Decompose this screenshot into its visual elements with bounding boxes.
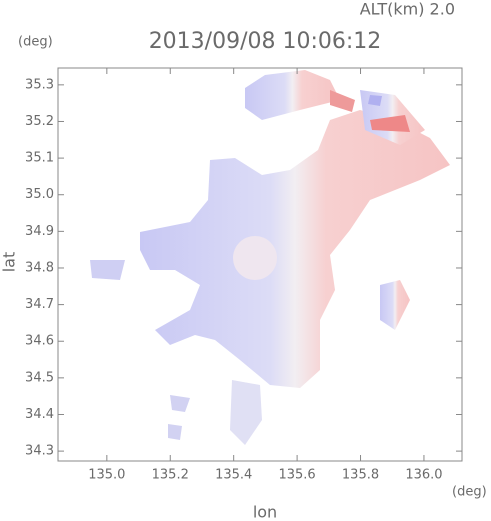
field-main [140,110,450,388]
chart-title: 2013/09/08 10:06:12 [149,29,382,54]
x-tick-label: 136.0 [405,468,442,483]
y-tick-label: 34.7 [25,297,54,312]
x-tick-label: 135.6 [278,468,315,483]
plot-frame [57,67,463,462]
x-tick-label: 135.8 [342,468,379,483]
field-sw2 [168,424,182,440]
field-center [233,236,277,280]
y-tick-label: 34.8 [25,260,54,275]
x-unit: (deg) [452,485,487,500]
field-south [230,380,262,445]
x-tick-label: 135.4 [215,468,252,483]
y-tick-label: 34.6 [25,334,54,349]
y-tick-label: 35.0 [25,187,54,202]
y-axis-label: lat [0,252,19,273]
x-axis-label: lon [253,503,277,521]
y-unit: (deg) [18,35,53,50]
field-spot3 [368,95,382,106]
y-tick-label: 35.3 [25,77,54,92]
field-north [245,70,340,120]
y-tick-label: 35.1 [25,151,54,166]
y-tick-label: 34.4 [25,407,54,422]
field-east [380,280,410,330]
y-tick-label: 34.5 [25,370,54,385]
altitude: ALT(km) 2.0 [360,0,455,19]
velocity-field [90,70,450,445]
field-sw [170,395,190,412]
field-west [90,260,125,280]
x-tick-label: 135.2 [152,468,189,483]
field-spot2 [370,115,410,132]
y-tick-label: 35.2 [25,114,54,129]
x-tick-label: 135.0 [88,468,125,483]
field-spot [330,90,355,112]
y-tick-label: 34.3 [25,444,54,459]
y-tick-label: 34.9 [25,224,54,239]
